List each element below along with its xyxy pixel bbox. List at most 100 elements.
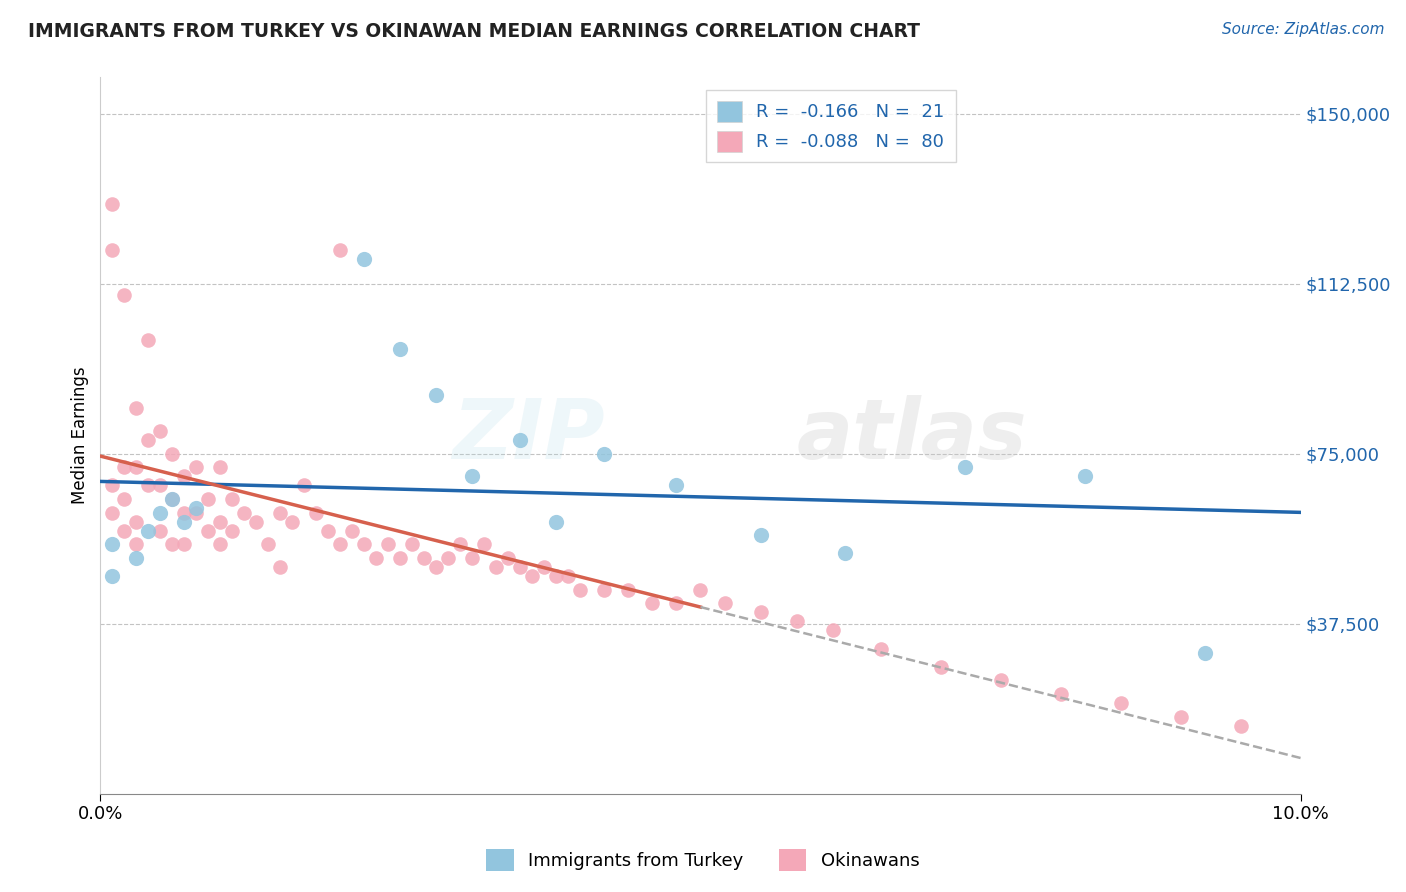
Y-axis label: Median Earnings: Median Earnings [72,367,89,504]
Point [1109,696,1132,710]
Point [162,491,184,506]
Point [461,551,484,566]
Point [557,569,579,583]
Point [342,524,364,538]
Point [209,460,232,475]
Point [138,334,160,348]
Point [221,524,243,538]
Point [1170,709,1192,723]
Point [869,641,891,656]
Point [318,524,340,538]
Point [413,551,436,566]
Point [149,424,172,438]
Point [425,388,447,402]
Point [366,551,388,566]
Point [509,433,531,447]
Point [101,537,124,551]
Point [125,537,148,551]
Point [112,460,135,475]
Point [533,560,555,574]
Point [138,478,160,492]
Point [641,596,664,610]
Point [149,478,172,492]
Point [786,615,808,629]
Point [461,469,484,483]
Point [197,524,219,538]
Point [749,605,772,619]
Point [569,582,592,597]
Point [101,569,124,583]
Point [125,460,148,475]
Point [1194,646,1216,660]
Point [546,515,568,529]
Point [449,537,471,551]
Point [713,596,735,610]
Point [821,624,844,638]
Point [389,551,412,566]
Point [377,537,399,551]
Point [593,582,616,597]
Point [101,478,124,492]
Point [162,491,184,506]
Point [425,560,447,574]
Point [257,537,280,551]
Point [186,506,208,520]
Point [546,569,568,583]
Point [162,447,184,461]
Point [689,582,711,597]
Point [101,197,124,211]
Point [1073,469,1095,483]
Point [953,460,976,475]
Point [101,506,124,520]
Text: ZIP: ZIP [451,395,605,476]
Point [221,491,243,506]
Point [173,515,195,529]
Point [162,537,184,551]
Point [305,506,328,520]
Point [112,288,135,302]
Text: IMMIGRANTS FROM TURKEY VS OKINAWAN MEDIAN EARNINGS CORRELATION CHART: IMMIGRANTS FROM TURKEY VS OKINAWAN MEDIA… [28,22,920,41]
Point [929,659,952,673]
Point [498,551,520,566]
Point [353,537,375,551]
Point [834,546,856,560]
Text: Source: ZipAtlas.com: Source: ZipAtlas.com [1222,22,1385,37]
Point [990,673,1012,688]
Point [125,515,148,529]
Point [401,537,423,551]
Text: atlas: atlas [797,395,1028,476]
Point [617,582,640,597]
Point [138,524,160,538]
Point [509,560,531,574]
Point [245,515,267,529]
Point [665,478,688,492]
Point [329,243,352,257]
Point [186,460,208,475]
Point [437,551,460,566]
Point [665,596,688,610]
Legend: R =  -0.166   N =  21, R =  -0.088   N =  80: R = -0.166 N = 21, R = -0.088 N = 80 [706,90,956,162]
Point [197,491,219,506]
Point [269,560,291,574]
Legend: Immigrants from Turkey, Okinawans: Immigrants from Turkey, Okinawans [479,842,927,879]
Point [173,469,195,483]
Point [209,515,232,529]
Point [281,515,304,529]
Point [149,524,172,538]
Point [173,506,195,520]
Point [112,491,135,506]
Point [112,524,135,538]
Point [233,506,256,520]
Point [173,537,195,551]
Point [269,506,291,520]
Point [125,401,148,416]
Point [474,537,496,551]
Point [329,537,352,551]
Point [186,501,208,516]
Point [1229,719,1251,733]
Point [138,433,160,447]
Point [749,528,772,542]
Point [593,447,616,461]
Point [101,243,124,257]
Point [125,551,148,566]
